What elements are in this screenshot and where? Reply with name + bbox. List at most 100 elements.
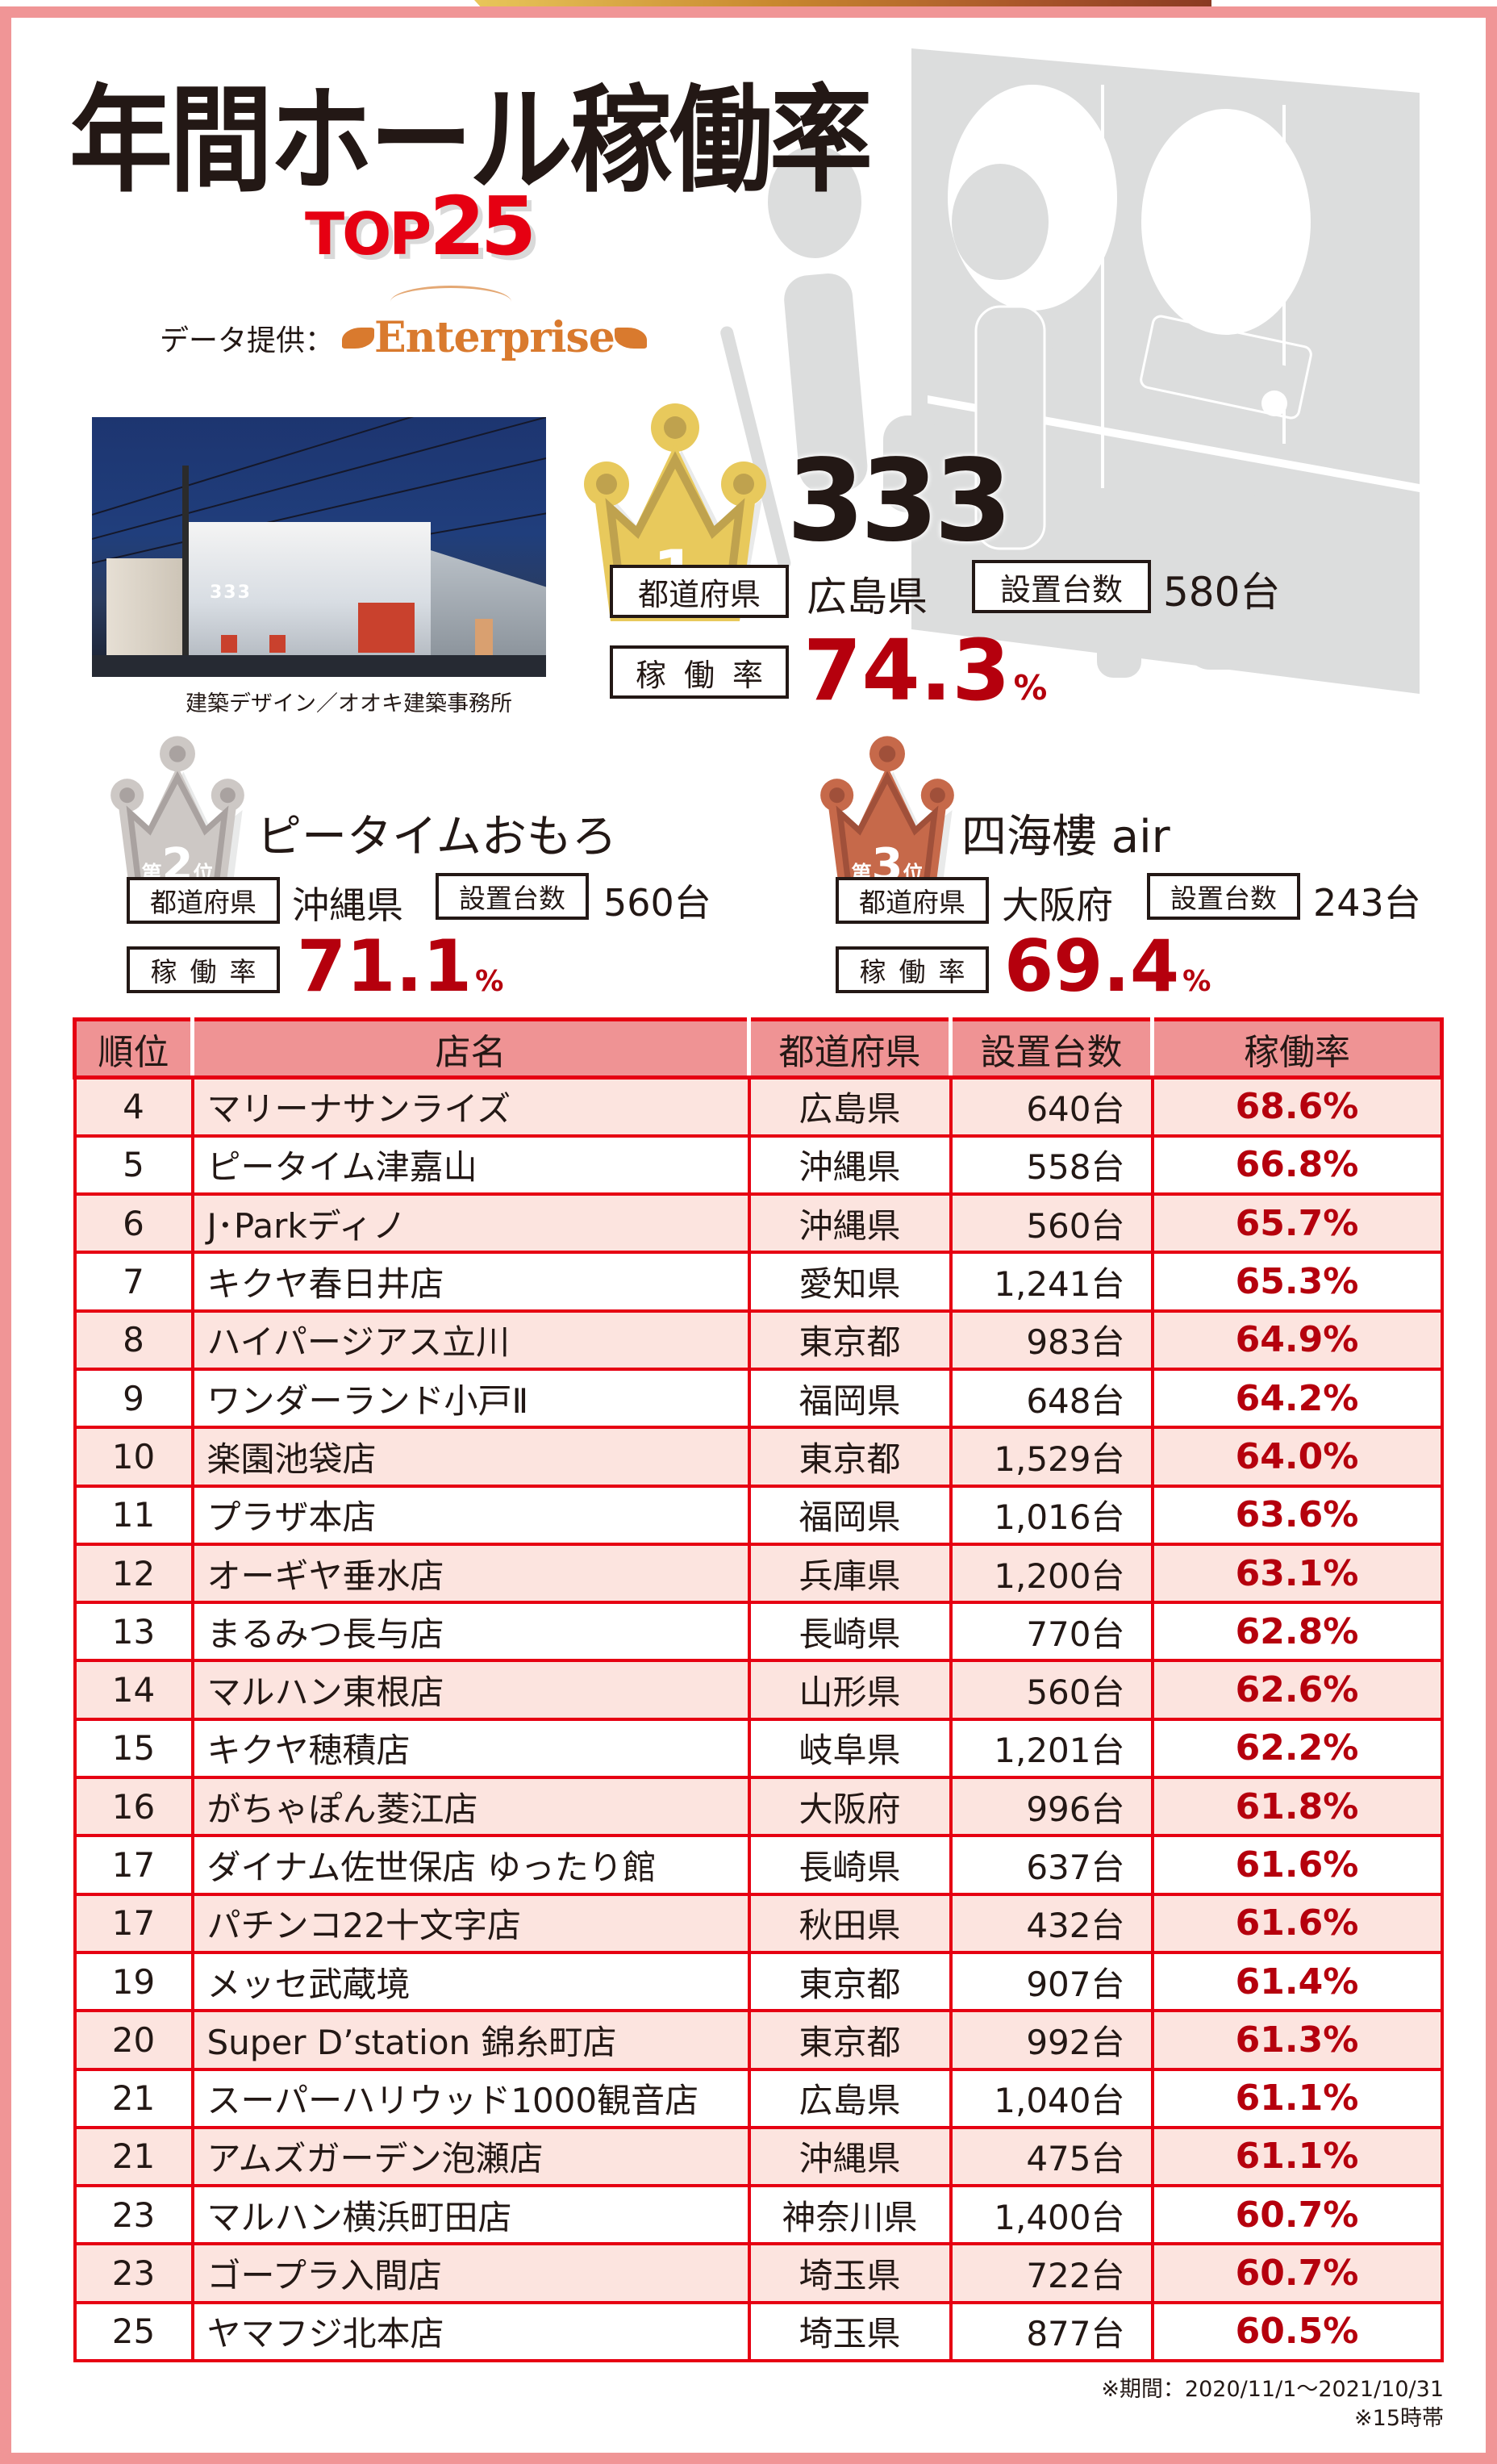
cell-units: 1,016台 xyxy=(949,1484,1154,1546)
percent-sign: % xyxy=(1182,965,1211,998)
cell-store-name: マルハン横浜町田店 xyxy=(190,2184,751,2246)
top-decorative-tab xyxy=(474,0,1211,8)
table-row: 17 ダイナム佐世保店 ゆったり館 長崎県 637台 61.6% xyxy=(73,1834,1444,1896)
cell-rate: 66.8% xyxy=(1150,1134,1444,1197)
winner-2-units: 560台 xyxy=(603,881,711,925)
cell-prefecture: 東京都 xyxy=(747,1426,953,1488)
cell-store-name: マリーナサンライズ xyxy=(190,1075,751,1138)
cell-units: 877台 xyxy=(949,2300,1154,2363)
table-row: 11 プラザ本店 福岡県 1,016台 63.6% xyxy=(73,1484,1444,1546)
table-row: 5 ピータイム津嘉山 沖縄県 558台 66.8% xyxy=(73,1134,1444,1197)
cell-rate: 64.2% xyxy=(1150,1367,1444,1430)
cell-rate: 63.1% xyxy=(1150,1542,1444,1605)
cell-rank: 8 xyxy=(73,1309,194,1371)
table-row: 16 がちゃぽん菱江店 大阪府 996台 61.8% xyxy=(73,1776,1444,1838)
cell-units: 560台 xyxy=(949,1192,1154,1255)
cell-rank: 20 xyxy=(73,2009,194,2071)
cell-prefecture: 山形県 xyxy=(747,1659,953,1721)
cell-rate: 65.7% xyxy=(1150,1192,1444,1255)
cell-store-name: オーギヤ垂水店 xyxy=(190,1542,751,1605)
cell-store-name: ゴープラ入間店 xyxy=(190,2242,751,2304)
cell-units: 996台 xyxy=(949,1776,1154,1838)
cell-units: 432台 xyxy=(949,1892,1154,1954)
cell-store-name: まるみつ長与店 xyxy=(190,1601,751,1663)
cell-units: 1,040台 xyxy=(949,2067,1154,2129)
cell-units: 992台 xyxy=(949,2009,1154,2071)
cell-units: 648台 xyxy=(949,1367,1154,1430)
cell-rank: 13 xyxy=(73,1601,194,1663)
winner-1-rate-label: 稼働率 xyxy=(610,645,789,699)
column-header-rank: 順位 xyxy=(73,1017,194,1080)
table-body: 4 マリーナサンライズ 広島県 640台 68.6% 5 ピータイム津嘉山 沖縄県 558台 66… xyxy=(73,1075,1444,2363)
cell-rank: 23 xyxy=(73,2184,194,2246)
winner-1-prefecture-label: 都道府県 xyxy=(610,565,789,618)
winner-1-units: 580台 xyxy=(1163,569,1281,616)
cell-rate: 61.1% xyxy=(1150,2125,1444,2188)
cell-rate: 61.6% xyxy=(1150,1834,1444,1896)
winner-2-name: ピータイムおもろ xyxy=(256,811,617,863)
table-row: 15 キクヤ穂積店 岐阜県 1,201台 62.2% xyxy=(73,1717,1444,1780)
cell-store-name: キクヤ春日井店 xyxy=(190,1251,751,1313)
photo-building-left xyxy=(106,558,195,655)
cell-prefecture: 兵庫県 xyxy=(747,1542,953,1605)
logo-text: Enterprise xyxy=(374,313,615,362)
cell-store-name: ダイナム佐世保店 ゆったり館 xyxy=(190,1834,751,1896)
percent-sign: % xyxy=(1013,668,1048,708)
photo-sign: 333 xyxy=(210,583,252,603)
cell-rate: 61.4% xyxy=(1150,1950,1444,2013)
winner-1-name: 333 xyxy=(786,436,1012,567)
footnotes: ※期間：2020/11/1～2021/10/31 ※15時帯 xyxy=(1101,2375,1444,2433)
column-header-name: 店名 xyxy=(190,1017,751,1080)
photo-wire xyxy=(92,417,546,516)
cell-rank: 10 xyxy=(73,1426,194,1488)
photo-door xyxy=(475,619,493,655)
cell-prefecture: 岐阜県 xyxy=(747,1717,953,1780)
cell-rate: 68.6% xyxy=(1150,1075,1444,1138)
page-title: 年間ホール稼働率 xyxy=(69,73,873,209)
table-row: 23 ゴープラ入間店 埼玉県 722台 60.7% xyxy=(73,2242,1444,2304)
cell-rank: 4 xyxy=(73,1075,194,1138)
cell-rank: 16 xyxy=(73,1776,194,1838)
column-header-prefecture: 都道府県 xyxy=(747,1017,953,1080)
table-row: 17 パチンコ22十文字店 秋田県 432台 61.6% xyxy=(73,1892,1444,1954)
top25-number: 25 xyxy=(429,179,536,274)
photo-utility-pole xyxy=(182,466,189,659)
cell-units: 722台 xyxy=(949,2242,1154,2304)
cell-rate: 64.9% xyxy=(1150,1309,1444,1371)
cell-store-name: ヤマフジ北本店 xyxy=(190,2300,751,2363)
photo-ground xyxy=(92,655,546,677)
photo-window xyxy=(358,603,415,653)
cell-store-name: キクヤ穂積店 xyxy=(190,1717,751,1780)
winner-1-rate: 74.3% xyxy=(803,621,1047,720)
cell-store-name: Super D’station 錦糸町店 xyxy=(190,2009,751,2071)
table-row: 7 キクヤ春日井店 愛知県 1,241台 65.3% xyxy=(73,1251,1444,1313)
cell-units: 560台 xyxy=(949,1659,1154,1721)
crown-3rd-icon: 第3位 xyxy=(811,730,964,908)
table-row: 9 ワンダーランド小戸Ⅱ 福岡県 648台 64.2% xyxy=(73,1367,1444,1430)
winner-3-prefecture-label: 都道府県 xyxy=(836,877,989,924)
cell-rate: 61.8% xyxy=(1150,1776,1444,1838)
pachinko-players-illustration xyxy=(720,48,1420,694)
table-row: 19 メッセ武蔵境 東京都 907台 61.4% xyxy=(73,1950,1444,2013)
winner-3-rate-label: 稼働率 xyxy=(836,946,989,993)
cell-rate: 64.0% xyxy=(1150,1426,1444,1488)
winner-1-units-label: 設置台数 xyxy=(972,560,1151,613)
cell-prefecture: 愛知県 xyxy=(747,1251,953,1313)
cell-rank: 23 xyxy=(73,2242,194,2304)
logo-right-wing-icon xyxy=(614,327,647,349)
cell-rank: 5 xyxy=(73,1134,194,1197)
cell-rank: 9 xyxy=(73,1367,194,1430)
cell-units: 1,241台 xyxy=(949,1251,1154,1313)
cell-rate: 65.3% xyxy=(1150,1251,1444,1313)
cell-prefecture: 広島県 xyxy=(747,2067,953,2129)
ranking-table: 順位 店名 都道府県 設置台数 稼働率 4 マリーナサンライズ 広島県 640台 68.… xyxy=(73,1017,1444,2363)
logo-left-wing-icon xyxy=(342,327,375,349)
cell-prefecture: 秋田県 xyxy=(747,1892,953,1954)
cell-rate: 61.6% xyxy=(1150,1892,1444,1954)
winner-2-rate: 71.1% xyxy=(297,925,503,1008)
cell-prefecture: 沖縄県 xyxy=(747,1134,953,1197)
photo-caption: 建築デザイン／オオキ建築事務所 xyxy=(186,691,512,716)
footnote-time: ※15時帯 xyxy=(1354,2406,1444,2431)
cell-rate: 62.6% xyxy=(1150,1659,1444,1721)
cell-rank: 25 xyxy=(73,2300,194,2363)
